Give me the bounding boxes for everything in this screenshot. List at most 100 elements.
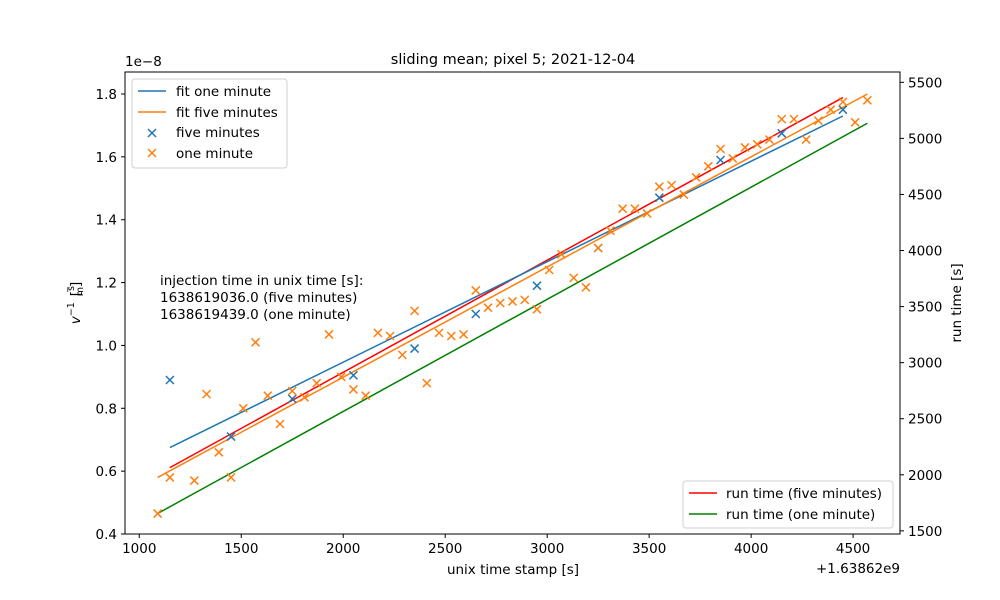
point-five-minutes	[226, 432, 236, 442]
point-one-minute	[263, 391, 273, 401]
point-stroke	[777, 114, 787, 124]
y-tick-label: 1.8	[96, 87, 117, 103]
point-stroke	[459, 329, 469, 339]
point-one-minute	[471, 285, 481, 295]
y2-tick-label: 1500	[908, 524, 942, 540]
point-stroke	[826, 105, 836, 115]
point-stroke	[324, 329, 334, 339]
point-five-minutes	[532, 281, 542, 291]
x-tick-label: 1500	[224, 541, 258, 557]
point-stroke	[263, 391, 273, 401]
point-stroke	[165, 375, 175, 385]
x-tick-label: 3500	[632, 541, 666, 557]
point-one-minute	[495, 298, 505, 308]
point-stroke	[385, 331, 395, 341]
point-one-minute	[777, 114, 787, 124]
legend-marker-one-minute	[147, 148, 157, 158]
y-label-fraction-bar: ‾	[67, 287, 78, 293]
point-stroke	[348, 370, 358, 380]
point-one-minute	[740, 142, 750, 152]
point-five-minutes	[348, 370, 358, 380]
point-one-minute	[397, 350, 407, 360]
point-one-minute	[226, 472, 236, 482]
point-stroke	[813, 116, 823, 126]
point-five-minutes	[838, 105, 848, 115]
point-one-minute	[410, 306, 420, 316]
legend-main-box	[131, 78, 288, 169]
point-five-minutes	[410, 344, 420, 354]
point-one-minute	[715, 144, 726, 154]
y-tick-label: 1.4	[96, 213, 117, 229]
point-stroke	[471, 285, 481, 295]
point-stroke	[287, 394, 297, 404]
point-stroke	[593, 243, 603, 253]
y-label-base: v	[68, 315, 84, 324]
point-five-minutes	[654, 193, 664, 203]
point-one-minute	[703, 161, 713, 171]
point-one-minute	[838, 97, 848, 107]
fit-line-fit-five-minutes	[157, 93, 868, 479]
annotation-line-3: 1638619439.0 (one minute)	[160, 307, 351, 323]
y-axis: 0.4 0.6 0.8 1.0 1.2 1.4 1.6 1.8	[96, 87, 125, 543]
point-one-minute	[569, 273, 579, 283]
point-stroke	[569, 273, 579, 283]
y-label-num: s	[66, 286, 77, 291]
point-stroke	[189, 476, 199, 486]
point-stroke	[642, 208, 652, 218]
point-stroke	[618, 204, 628, 214]
point-stroke	[838, 97, 848, 107]
point-stroke	[507, 296, 518, 306]
point-one-minute	[202, 389, 212, 399]
y2-tick-label: 5000	[908, 131, 942, 147]
point-one-minute	[434, 328, 444, 338]
y2-tick-label: 4500	[908, 187, 942, 203]
point-one-minute	[275, 419, 285, 429]
point-stroke	[532, 304, 542, 314]
legend-label-five-minutes: five minutes	[176, 125, 260, 141]
x-tick-label: 3000	[530, 541, 564, 557]
point-stroke	[838, 105, 848, 115]
y-tick-label: 1.2	[96, 276, 117, 292]
point-stroke	[740, 142, 750, 152]
point-one-minute	[238, 403, 248, 413]
point-one-minute	[593, 243, 603, 253]
point-five-minutes	[287, 394, 297, 404]
point-one-minute	[728, 153, 738, 163]
legend-label-fit-five-minutes: fit five minutes	[176, 105, 278, 121]
y2-axis-label: run time [s]	[949, 263, 965, 342]
x-tick-label: 4000	[734, 541, 768, 557]
y-tick-label: 1.6	[96, 150, 117, 166]
point-stroke	[752, 139, 762, 149]
point-stroke	[654, 182, 664, 192]
point-stroke	[410, 306, 420, 316]
legend-label-run-time-five-minutes: run time (five minutes)	[726, 486, 882, 502]
point-one-minute	[581, 282, 591, 292]
x-tick-label: 2000	[326, 541, 360, 557]
point-one-minute	[850, 117, 860, 127]
x-axis: 1000 1500 2000 2500 3000 3500 4000 4500	[122, 534, 870, 557]
y2-tick-label: 3500	[908, 300, 942, 316]
point-stroke	[728, 153, 738, 163]
y-label-exp: −1	[66, 302, 77, 316]
legend-marker-five-minutes	[147, 128, 157, 138]
y2-tick-label: 2500	[908, 412, 942, 428]
legend-label-run-time-one-minute: run time (one minute)	[726, 507, 875, 523]
point-stroke	[202, 389, 212, 399]
point-stroke	[312, 378, 322, 388]
point-stroke	[226, 472, 236, 482]
y2-axis: 1500 2000 2500 3000 3500 4000 4500 5000 5500	[900, 75, 942, 540]
y2-tick-label: 5500	[908, 75, 942, 91]
point-one-minute	[789, 114, 799, 124]
point-one-minute	[459, 329, 469, 339]
point-stroke	[862, 95, 872, 105]
point-stroke	[361, 391, 371, 401]
point-one-minute	[385, 331, 395, 341]
point-stroke	[715, 155, 726, 165]
point-one-minute	[813, 116, 823, 126]
point-one-minute	[373, 328, 383, 338]
point-stroke	[495, 298, 505, 308]
y-label-close-bracket: ]	[68, 282, 84, 287]
annotation-line-2: 1638619036.0 (five minutes)	[160, 290, 357, 306]
point-one-minute	[153, 509, 163, 519]
